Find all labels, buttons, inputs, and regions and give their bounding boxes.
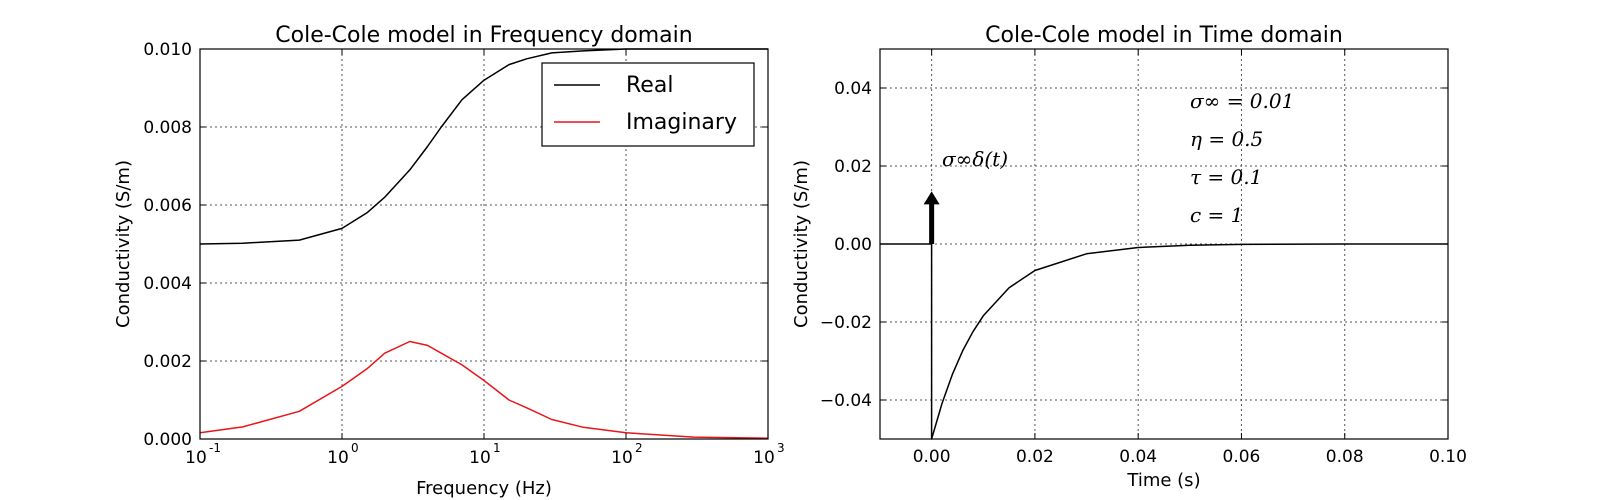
parameter-annotation: c = 1 [1190,203,1243,227]
impulse-arrow-head [923,191,940,205]
frequency-series [199,48,769,439]
frequency-x-tick-exponent: 1 [493,441,501,455]
frequency-y-tick-label: 0.000 [143,430,192,450]
frequency-x-axis-label: Frequency (Hz) [416,478,552,499]
time-ticks: −0.04 −0.02 0.00 0.02 0.04 0.00 0.02 0.04 0.06 0.… [820,49,1467,467]
frequency-y-tick-label: 0.004 [143,274,192,294]
frequency-y-tick-label: 0.006 [143,196,192,216]
legend-label-imaginary: Imaginary [626,110,737,135]
legend-label-real: Real [626,73,673,98]
parameter-annotation: τ = 0.1 [1190,165,1262,189]
frequency-x-tick-exponent: 3 [777,441,785,455]
time-x-axis-label: Time (s) [1126,470,1200,491]
frequency-y-axis-label: Conductivity (S/m) [113,160,134,328]
time-series [880,243,1448,440]
frequency-x-tick-label: 10 [753,448,775,468]
frequency-x-tick-exponent: 2 [635,441,643,455]
frequency-chart-title: Cole-Cole model in Frequency domain [275,23,692,48]
imaginary-series-line [199,340,769,439]
time-x-tick-label: 0.02 [1016,447,1054,467]
frequency-x-tick-label: 10 [469,448,491,468]
frequency-x-tick-label: 10 [185,448,207,468]
parameter-annotation: η = 0.5 [1190,127,1263,151]
impulse-label: σ∞δ(t) [942,147,1008,171]
time-y-tick-label: 0.00 [834,235,872,255]
frequency-x-tick-exponent: 0 [351,441,359,455]
time-x-tick-label: 0.04 [1119,447,1157,467]
frequency-y-tick-label: 0.008 [143,118,192,138]
time-y-tick-label: −0.04 [820,391,872,411]
time-x-tick-label: 0.08 [1326,447,1364,467]
time-x-tick-label: 0.10 [1429,447,1467,467]
frequency-x-tick-exponent: -1 [209,441,221,455]
real-series-line [199,48,768,245]
time-series-line [880,243,1448,440]
time-y-tick-label: 0.02 [834,157,872,177]
time-domain-chart: −0.04 −0.02 0.00 0.02 0.04 0.00 0.02 0.04 0.06 0.… [791,23,1467,491]
time-y-tick-label: −0.02 [820,313,872,333]
time-x-tick-label: 0.06 [1223,447,1261,467]
time-y-axis-label: Conductivity (S/m) [791,160,812,328]
frequency-y-tick-label: 0.010 [143,40,192,60]
legend-box [541,62,755,147]
frequency-y-tick-label: 0.002 [143,352,192,372]
frequency-x-tick-label: 10 [611,448,633,468]
time-chart-title: Cole-Cole model in Time domain [985,23,1343,48]
time-y-tick-label: 0.04 [834,79,872,99]
parameter-annotation: σ∞ = 0.01 [1190,89,1294,113]
legend: Real Imaginary [541,62,755,147]
time-x-tick-label: 0.00 [913,447,951,467]
parameter-annotations: σ∞ = 0.01 η = 0.5 τ = 0.1 c = 1 [1190,89,1294,227]
frequency-x-tick-label: 10 [327,448,349,468]
impulse-arrow [923,191,940,244]
